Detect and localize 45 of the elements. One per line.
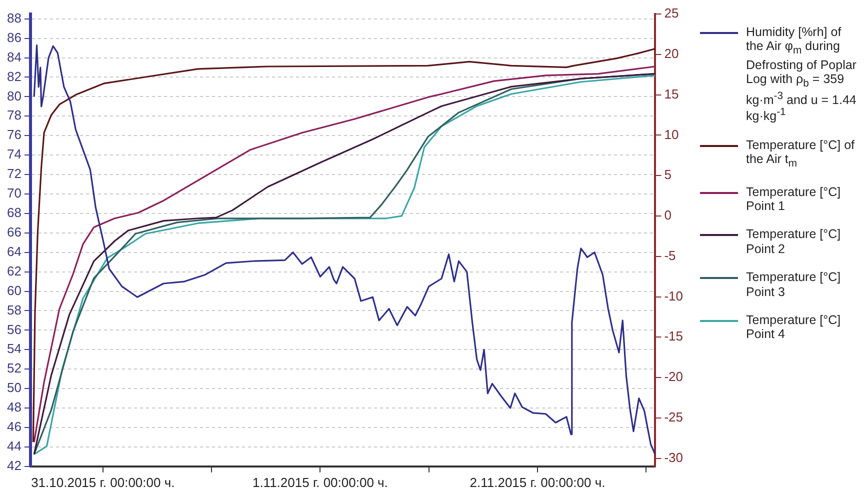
y-tick-label: 52 [6,360,22,376]
y-tick-label: 62 [6,263,22,278]
legend-label: Temperature [°C] Point 4 [746,312,842,342]
y-tick-label: 44 [6,438,22,454]
legend-label: Temperature [°C] Point 2 [746,227,842,256]
y-tick-label: 60 [6,282,22,298]
y-tick-label: 46 [6,419,22,434]
y2-tick-label: 0 [664,208,672,223]
y2-tick-label: -15 [664,328,684,344]
y2-tick-label: -30 [664,450,684,465]
y-tick-label: 42 [6,458,22,473]
y2-tick-label: -20 [664,369,684,384]
y2-tick-label: 5 [664,167,672,182]
y-tick-label: 88 [6,10,22,26]
y2-tick-label: -10 [664,288,684,304]
y-tick-label: 80 [6,88,22,104]
y2-tick-label: 15 [664,86,679,102]
x-tick-label: 2.11.2015 г. 00:00:00 ч. [470,474,606,490]
y-tick-label: 66 [6,224,22,240]
y2-tick-label: -5 [664,248,676,263]
legend-label: Temperature [°C] Point 1 [746,184,842,214]
y-tick-label: 74 [6,146,22,162]
y-tick-label: 50 [6,380,22,396]
y-tick-label: 54 [6,341,22,356]
y-tick-label: 64 [6,244,22,259]
y-tick-label: 58 [6,302,22,318]
y-tick-label: 84 [6,49,22,64]
y2-tick-label: 20 [664,46,679,61]
text: Humidity [%rh] of the Air φ$_{m}$ during Defrosting of Poplar Log with ρ$_{b}$ = 359 kg·m$^{-3}$ and u = 1.44 kg·kg$^{-1}$ [746,25,856,124]
y2-tick-label: 25 [664,6,679,21]
y-tick-label: 76 [6,127,22,142]
y-tick-label: 56 [6,322,22,337]
x-tick-label: 1.11.2015 г. 00:00:00 ч. [252,474,388,490]
y-tick-label: 70 [6,186,22,201]
y2-tick-label: -25 [664,410,684,425]
y-tick-label: 78 [6,108,22,123]
y-tick-label: 86 [6,30,22,45]
y-tick-label: 72 [6,166,22,182]
y-tick-label: 48 [6,400,22,415]
legend-label: Temperature [°C] of the Air t$_{m}$ [746,138,856,171]
y-tick-label: 82 [6,68,22,84]
y2-tick-label: 10 [664,126,679,142]
y-tick-label: 68 [6,205,22,220]
x-tick-label: 31.10.2015 г. 00:00:00 ч. [31,474,175,490]
legend-label: Temperature [°C] Point 3 [746,270,842,299]
